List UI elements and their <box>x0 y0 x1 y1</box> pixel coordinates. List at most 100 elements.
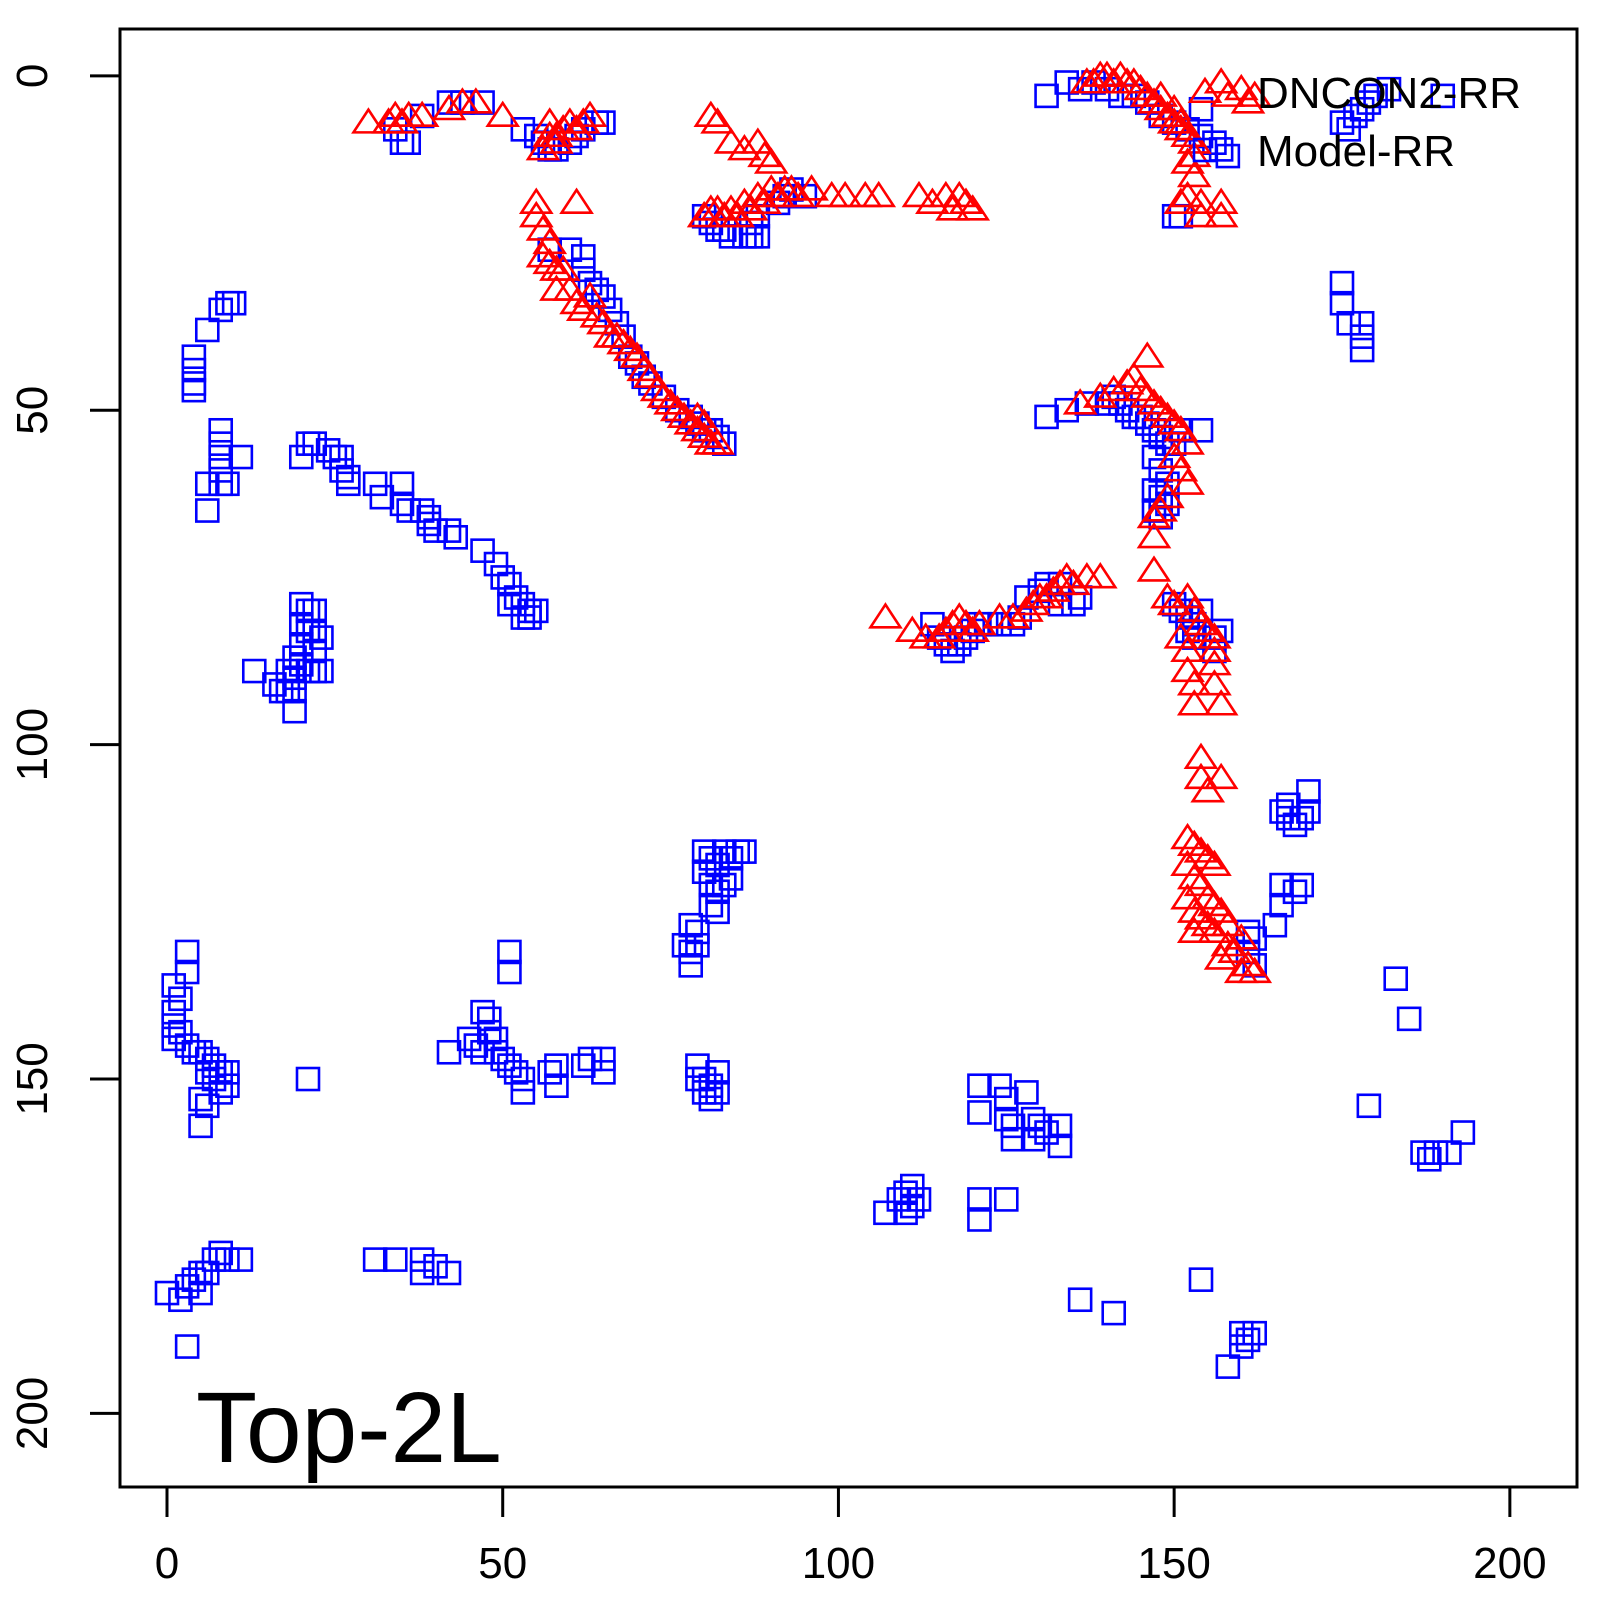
model-rr-point <box>1349 310 1375 336</box>
dncon2-rr-point <box>1170 822 1205 850</box>
dncon2-rr-point <box>1143 394 1179 422</box>
model-rr-point <box>456 1026 482 1052</box>
dncon2-rr-point <box>727 134 762 161</box>
x-tick-label: 50 <box>478 1539 527 1588</box>
model-rr-point <box>510 1066 536 1092</box>
dncon2-rr-point <box>572 100 608 127</box>
model-rr-point <box>718 224 744 249</box>
model-rr-point <box>194 1046 220 1072</box>
model-rr-point <box>181 1039 207 1065</box>
model-rr-point <box>873 1200 898 1226</box>
model-rr-point <box>161 1013 187 1038</box>
model-rr-point <box>1396 1006 1422 1032</box>
model-rr-point <box>544 1073 569 1099</box>
model-rr-point <box>497 591 522 617</box>
dncon2-rr-point <box>700 428 735 455</box>
model-rr-point <box>194 1060 220 1085</box>
model-rr-point <box>1356 1093 1382 1119</box>
model-rr-point <box>154 1280 180 1306</box>
model-rr-point <box>409 1247 435 1272</box>
model-rr-point <box>1269 892 1294 918</box>
model-rr-point <box>201 1247 227 1272</box>
dncon2-rr-point <box>680 414 715 442</box>
dncon2-rr-point <box>1163 187 1199 214</box>
model-rr-point <box>1014 1080 1039 1105</box>
dncon2-rr-point <box>539 120 574 148</box>
model-rr-point <box>174 1334 200 1359</box>
model-rr-point <box>389 130 415 155</box>
model-rr-point <box>436 1260 462 1286</box>
model-rr-point <box>886 1187 912 1212</box>
model-rr-point <box>591 1060 616 1085</box>
model-rr-point <box>302 598 328 624</box>
dncon2-rr-point <box>894 615 930 642</box>
model-rr-point <box>483 1039 509 1065</box>
dncon2-rr-point <box>1150 401 1185 428</box>
model-rr-point <box>215 471 240 497</box>
model-rr-point <box>463 1033 489 1058</box>
model-rr-point <box>194 1260 220 1286</box>
model-rr-point <box>221 290 247 316</box>
model-rr-point <box>201 1053 227 1078</box>
dncon2-rr-point <box>693 100 729 127</box>
model-rr-point <box>470 1039 495 1065</box>
model-rr-point <box>1228 1320 1254 1346</box>
dncon2-rr-point <box>995 602 1031 629</box>
model-rr-point <box>275 678 301 704</box>
model-rr-point <box>497 959 522 985</box>
dncon2-rr-point <box>1203 200 1239 228</box>
model-rr-point <box>584 277 610 303</box>
dncon2-rr-point <box>955 615 991 642</box>
dncon2-rr-point <box>1049 562 1085 589</box>
dncon2-rr-point <box>727 187 762 214</box>
legend-triangle-icon <box>1187 76 1223 104</box>
dncon2-rr-point <box>1096 374 1132 402</box>
model-rr-point <box>732 224 757 249</box>
model-rr-point <box>382 1247 408 1272</box>
model-rr-point <box>1423 1140 1449 1165</box>
dncon2-rr-point <box>653 388 688 415</box>
model-rr-point <box>181 371 207 396</box>
model-rr-point <box>194 317 220 343</box>
model-rr-point <box>483 551 509 577</box>
model-rr-point <box>282 678 307 704</box>
model-rr-point <box>570 244 596 269</box>
dncon2-rr-point <box>1136 555 1172 582</box>
dncon2-rr-point <box>1223 956 1259 984</box>
dncon2-rr-point <box>565 294 601 321</box>
model-rr-point <box>396 130 422 155</box>
model-rr-point <box>335 464 361 490</box>
model-rr-point <box>215 1247 240 1272</box>
model-rr-point <box>228 444 254 470</box>
dncon2-rr-point <box>686 421 722 449</box>
model-rr-point <box>967 1207 992 1232</box>
model-rr-point <box>1343 103 1368 129</box>
model-rr-point <box>208 1240 234 1266</box>
model-rr-point <box>691 839 717 864</box>
model-rr-point <box>168 1287 193 1313</box>
dncon2-rr-point <box>733 194 769 221</box>
dncon2-rr-point <box>740 180 776 208</box>
dncon2-rr-point <box>351 107 386 134</box>
model-rr-point <box>497 571 522 597</box>
model-rr-point <box>705 879 730 905</box>
dncon2-rr-point <box>1197 669 1232 696</box>
y-tick-label: 150 <box>8 1042 57 1115</box>
model-rr-point <box>1349 337 1375 363</box>
model-rr-point <box>698 872 724 898</box>
model-rr-point <box>389 491 415 517</box>
model-rr-point <box>1161 203 1187 229</box>
model-rr-point <box>1275 792 1301 818</box>
model-rr-point <box>685 932 710 958</box>
x-tick-label: 150 <box>1137 1539 1210 1588</box>
model-rr-point <box>275 658 301 684</box>
model-rr-point <box>1336 310 1362 336</box>
model-rr-point <box>993 1106 1019 1132</box>
dncon2-rr-point <box>1203 762 1239 790</box>
dncon2-rr-point <box>626 354 662 382</box>
model-rr-point <box>1235 1327 1261 1353</box>
model-rr-point <box>1349 96 1375 122</box>
model-rr-point <box>362 471 388 497</box>
dncon2-rr-point <box>1129 341 1165 368</box>
model-rr-point <box>698 1086 724 1112</box>
